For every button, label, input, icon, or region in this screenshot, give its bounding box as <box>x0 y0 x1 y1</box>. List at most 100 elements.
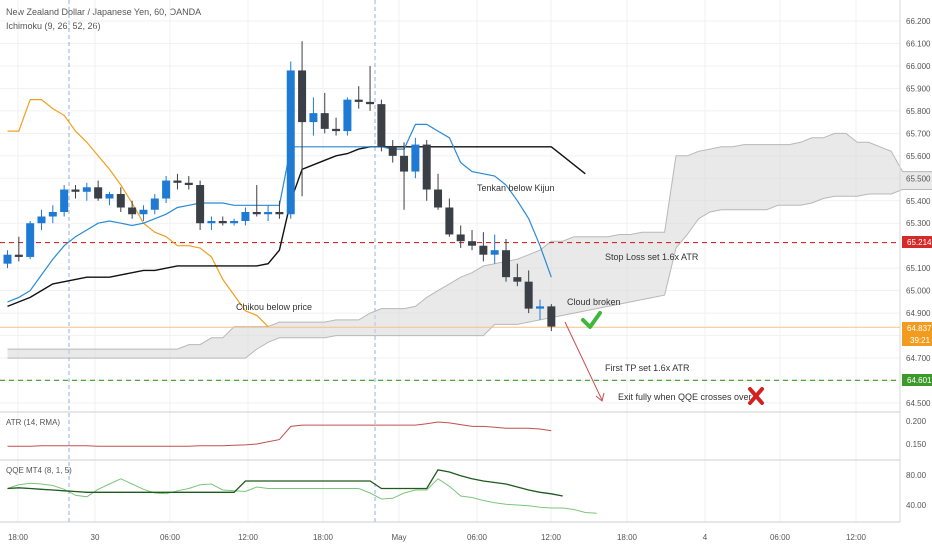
price-badge-last-text: 64.837 <box>907 324 932 333</box>
candle-body <box>547 306 556 327</box>
candle-body <box>479 245 488 255</box>
candle-body <box>116 194 125 208</box>
candle-body <box>298 70 307 123</box>
time-tick-label: 18:00 <box>617 533 638 542</box>
candle-body <box>275 212 284 215</box>
annotation-stop: Stop Loss set 1.6x ATR <box>605 252 699 262</box>
time-tick-label: 4 <box>703 533 708 542</box>
candle-body <box>309 113 318 123</box>
chart-title: New Zealand Dollar / Japanese Yen, 60, O… <box>6 7 201 17</box>
candle-body <box>207 220 216 224</box>
price-tick-label: 66.200 <box>906 17 931 26</box>
candle-body <box>105 194 114 199</box>
indicator-label: Ichimoku (9, 26, 52, 26) <box>6 21 101 31</box>
price-badge-countdown: 39:21 <box>910 336 931 345</box>
qqe-fast-line <box>7 469 563 497</box>
time-tick-label: 18:00 <box>313 533 334 542</box>
time-tick-label: 12:00 <box>541 533 562 542</box>
atr-label: ATR (14, RMA) <box>6 418 60 427</box>
price-tick-label: 64.700 <box>906 354 931 363</box>
price-tick-label: 65.600 <box>906 152 931 161</box>
atr-tick-high: 0.200 <box>906 417 927 426</box>
price-badge-stop-text: 65.214 <box>907 238 932 247</box>
candle-body <box>71 189 80 192</box>
cloud-lower-edge <box>7 189 932 359</box>
price-tick-label: 64.500 <box>906 399 931 408</box>
price-tick-label: 65.300 <box>906 219 931 228</box>
candle-body <box>468 241 477 246</box>
price-tick-label: 65.900 <box>906 84 931 93</box>
candle-body <box>343 99 352 132</box>
atr-panel: ATR (14, RMA) 0.200 0.150 <box>0 411 927 449</box>
candle-body <box>128 207 137 215</box>
candle-body <box>400 155 409 172</box>
price-tick-label: 66.000 <box>906 62 931 71</box>
candle-body <box>332 128 341 132</box>
candle-body <box>3 254 12 264</box>
price-tick-label: 65.500 <box>906 174 931 183</box>
price-tick-label: 65.100 <box>906 264 931 273</box>
candle-body <box>456 234 465 242</box>
candle-body <box>490 250 499 255</box>
trade-arrow <box>564 321 605 402</box>
chikou-line <box>7 99 269 328</box>
cross-icon <box>748 387 764 405</box>
candle-body <box>377 104 386 147</box>
qqe-panel: QQE MT4 (8, 1, 5) 80.00 40.00 <box>0 459 927 514</box>
atr-line <box>7 421 552 447</box>
candle-body <box>411 144 420 172</box>
candle-body <box>173 180 182 183</box>
price-tick-label: 64.900 <box>906 309 931 318</box>
price-badge-stop: 65.214 <box>902 236 932 248</box>
price-tick-label: 66.100 <box>906 39 931 48</box>
annotation-chikou: Chikou below price <box>236 302 312 312</box>
candle-body <box>94 187 103 199</box>
annotation-exit: Exit fully when QQE crosses over <box>618 392 752 402</box>
candle-body <box>536 306 545 309</box>
annotation-tenkan: Tenkan below Kijun <box>477 183 555 193</box>
candle-body <box>502 250 511 278</box>
price-badge-last: 64.837 39:21 <box>902 322 932 346</box>
candle-body <box>241 212 250 221</box>
price-tick-label: 65.000 <box>906 287 931 296</box>
candle-body <box>422 144 431 190</box>
time-tick-label: May <box>391 533 406 542</box>
candle-body <box>82 187 91 192</box>
time-axis: 18:00 30 06:00 12:00 18:00 May 06:00 12:00 18:00… <box>0 521 900 542</box>
time-tick-label: 06:00 <box>770 533 791 542</box>
time-tick-label: 30 <box>91 533 100 542</box>
kijun-line <box>7 146 586 308</box>
candle-body <box>14 254 23 257</box>
candle-body <box>37 216 46 224</box>
candles <box>3 41 556 332</box>
candle-body <box>196 185 205 224</box>
candle-body <box>48 212 57 217</box>
candle-body <box>264 212 273 215</box>
annotation-cloud: Cloud broken <box>567 297 621 307</box>
atr-tick-low: 0.150 <box>906 440 927 449</box>
annotation-tp: First TP set 1.6x ATR <box>605 363 690 373</box>
time-ticks: 18:00 30 06:00 12:00 18:00 May 06:00 12:00 18:00… <box>8 533 867 542</box>
qqe-tick-high: 80.00 <box>906 471 927 480</box>
price-tick-label: 65.800 <box>906 107 931 116</box>
chart-title-block: New Zealand Dollar / Japanese Yen, 60, O… <box>6 7 201 31</box>
cloud-fill <box>7 133 932 359</box>
candle-body <box>184 182 193 186</box>
time-tick-label: 12:00 <box>846 533 867 542</box>
time-tick-label: 06:00 <box>160 533 181 542</box>
price-tick-label: 65.700 <box>906 129 931 138</box>
level-lines <box>0 241 900 381</box>
candle-body <box>139 209 148 215</box>
candle-body <box>434 189 443 208</box>
time-tick-label: 18:00 <box>8 533 29 542</box>
price-tick-label: 65.400 <box>906 197 931 206</box>
candle-body <box>252 212 261 215</box>
price-badge-tp: 64.601 <box>902 374 932 386</box>
annotations: Tenkan below Kijun Stop Loss set 1.6x AT… <box>236 183 764 405</box>
time-tick-label: 12:00 <box>238 533 259 542</box>
candle-body <box>218 220 227 224</box>
price-axis: 66.200 66.100 66.000 65.900 65.800 65.700 65.6… <box>899 0 932 522</box>
candle-body <box>354 99 363 102</box>
candle-body <box>388 146 397 156</box>
